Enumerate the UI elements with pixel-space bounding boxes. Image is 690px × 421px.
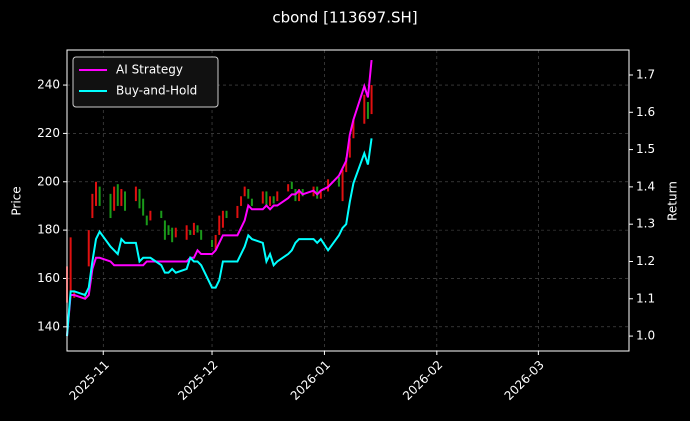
candle bbox=[149, 210, 152, 221]
candle bbox=[247, 189, 250, 199]
candle bbox=[218, 215, 221, 235]
candle bbox=[319, 191, 322, 199]
candle bbox=[240, 196, 243, 206]
candle bbox=[160, 210, 163, 219]
candle bbox=[109, 193, 112, 219]
candle bbox=[363, 94, 366, 124]
candle bbox=[345, 157, 348, 173]
y-tick-label: 180 bbox=[37, 223, 60, 237]
candle bbox=[196, 225, 199, 233]
candle bbox=[250, 198, 253, 206]
candle bbox=[87, 230, 90, 267]
y2-tick-label: 1.7 bbox=[636, 67, 655, 81]
candle bbox=[287, 184, 290, 192]
candle bbox=[269, 196, 272, 206]
candle bbox=[366, 101, 369, 119]
legend-label: Buy-and-Hold bbox=[116, 84, 197, 98]
candle bbox=[298, 189, 301, 202]
y2-tick-label: 1.5 bbox=[636, 142, 655, 156]
candle bbox=[348, 138, 351, 158]
candle bbox=[352, 118, 355, 139]
candle bbox=[236, 205, 239, 219]
candle bbox=[189, 230, 192, 235]
y2-axis-label: Return bbox=[666, 181, 680, 221]
candle bbox=[95, 181, 98, 206]
candle bbox=[138, 189, 141, 209]
candle bbox=[200, 230, 203, 240]
y-tick-label: 200 bbox=[37, 174, 60, 188]
y2-tick-label: 1.6 bbox=[636, 105, 655, 119]
candle bbox=[341, 169, 344, 202]
candle bbox=[225, 210, 228, 219]
line-series bbox=[66, 59, 373, 337]
legend-label: AI Strategy bbox=[116, 63, 183, 77]
candle bbox=[243, 186, 246, 197]
y2-tick-label: 1.1 bbox=[636, 291, 655, 305]
candle bbox=[113, 186, 116, 211]
candle bbox=[120, 189, 123, 206]
candle bbox=[316, 186, 319, 199]
candle bbox=[91, 193, 94, 219]
y-tick-label: 160 bbox=[37, 271, 60, 285]
candle bbox=[221, 210, 224, 228]
candle bbox=[265, 191, 268, 206]
candle bbox=[211, 239, 214, 248]
line-series bbox=[66, 138, 373, 337]
candle bbox=[171, 227, 174, 243]
y-tick-label: 240 bbox=[37, 78, 60, 92]
candle bbox=[290, 181, 293, 190]
candle bbox=[167, 225, 170, 235]
candle bbox=[214, 234, 217, 250]
candle bbox=[370, 85, 373, 115]
candle bbox=[98, 186, 101, 206]
candle bbox=[69, 237, 72, 291]
y2-tick-label: 1.2 bbox=[636, 254, 655, 268]
y2-tick-label: 1.3 bbox=[636, 217, 655, 231]
candle bbox=[337, 176, 340, 187]
chart-title: cbond [113697.SH] bbox=[272, 9, 417, 27]
candle bbox=[185, 225, 188, 240]
candle bbox=[124, 191, 127, 211]
candle bbox=[327, 179, 330, 192]
candle bbox=[142, 198, 145, 216]
candle bbox=[301, 189, 304, 197]
y-tick-label: 140 bbox=[37, 319, 60, 333]
candle bbox=[116, 184, 119, 206]
candle bbox=[134, 186, 137, 202]
candle bbox=[192, 222, 195, 235]
y2-tick-label: 1.4 bbox=[636, 179, 655, 193]
y2-tick-label: 1.0 bbox=[636, 329, 655, 343]
y-axis-label: Price bbox=[10, 186, 24, 215]
plot-frame bbox=[66, 49, 630, 352]
y-tick-label: 220 bbox=[37, 126, 60, 140]
candle bbox=[174, 227, 177, 238]
candle bbox=[145, 215, 148, 226]
candle bbox=[163, 220, 166, 240]
candle bbox=[276, 191, 279, 202]
legend-box bbox=[72, 56, 219, 108]
candle bbox=[261, 191, 264, 204]
candle bbox=[272, 196, 275, 204]
